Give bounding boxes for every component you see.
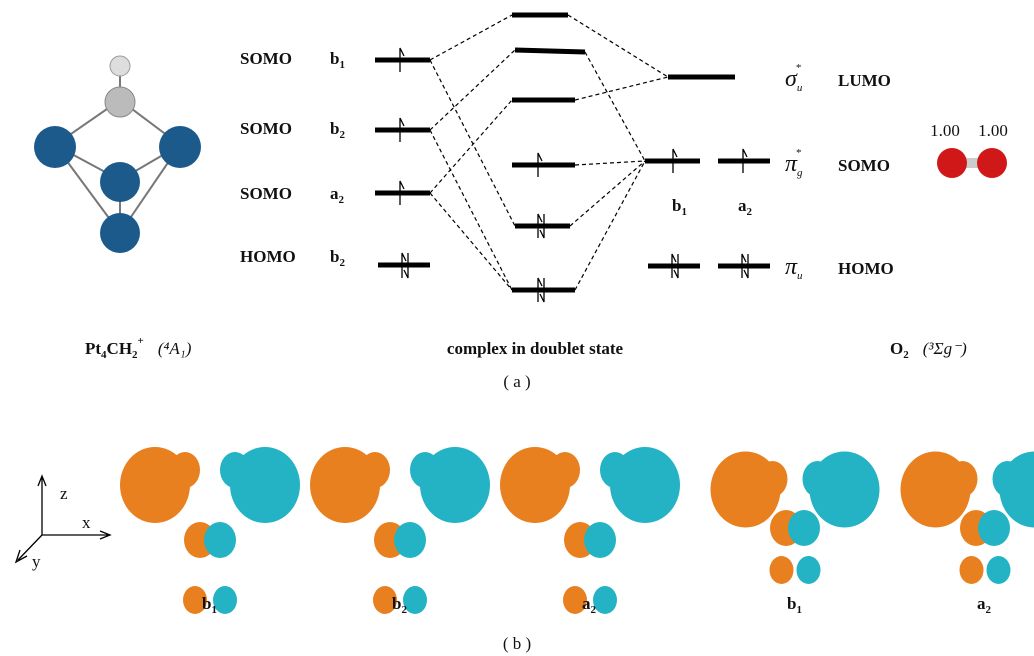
state-label: SOMO bbox=[240, 49, 292, 68]
energy-levels bbox=[375, 15, 770, 290]
spin-density: 1.00 bbox=[978, 121, 1008, 140]
symbol: b bbox=[330, 247, 339, 266]
caption-right: O2(³Σg⁻) bbox=[890, 339, 967, 361]
subscript: g bbox=[797, 167, 803, 179]
orbital-symbol: σu* bbox=[785, 62, 803, 94]
superscript: * bbox=[795, 62, 801, 74]
subscript: 1 bbox=[681, 206, 687, 218]
symmetry-label: b2 bbox=[330, 119, 345, 141]
subscript: 2 bbox=[986, 604, 992, 616]
state-label: HOMO bbox=[240, 247, 296, 266]
orbital-lobe bbox=[204, 522, 236, 558]
panel-label: ( b ) bbox=[503, 634, 531, 653]
symmetry-label: b1 bbox=[330, 49, 345, 71]
subscript: 2 bbox=[401, 604, 407, 616]
subscript: 2 bbox=[747, 206, 753, 218]
superscript: * bbox=[796, 147, 802, 159]
correlation-lines bbox=[430, 15, 668, 290]
orbital-lobe bbox=[600, 452, 630, 488]
symbol: b bbox=[392, 594, 401, 613]
orbital-lobe bbox=[987, 556, 1011, 584]
orbital-lobe bbox=[550, 452, 580, 488]
orbital-label: b1 bbox=[787, 594, 802, 616]
subscript: u bbox=[797, 82, 803, 94]
orbital-lobe bbox=[788, 510, 820, 546]
orbital-lobe bbox=[797, 556, 821, 584]
symbol: b bbox=[202, 594, 211, 613]
orbital-label: a2 bbox=[977, 594, 992, 616]
orbital-lobe bbox=[593, 586, 617, 614]
caption-left: Pt4CH2+(⁴A₁) bbox=[85, 335, 192, 361]
state-label: SOMO bbox=[240, 119, 292, 138]
orbital-symbol: πu bbox=[785, 254, 803, 282]
axes-icon: z x y bbox=[16, 476, 110, 571]
o-atom bbox=[977, 148, 1007, 178]
symbol: b bbox=[330, 49, 339, 68]
caption-middle: complex in doublet state bbox=[447, 339, 624, 358]
figure: SOMOb1SOMOb2SOMOa2HOMOb2 σu*LUMOπg*SOMOπ… bbox=[0, 0, 1034, 656]
subscript: 1 bbox=[796, 604, 802, 616]
subscript: 2 bbox=[591, 604, 597, 616]
state-label: LUMO bbox=[838, 71, 891, 90]
symbol: b bbox=[787, 594, 796, 613]
orbital-lobe bbox=[584, 522, 616, 558]
subscript: 1 bbox=[339, 59, 345, 71]
state-label: SOMO bbox=[240, 184, 292, 203]
orbital-lobe bbox=[770, 556, 794, 584]
panel-label: ( a ) bbox=[503, 372, 530, 391]
symmetry-label: b1 bbox=[672, 196, 687, 218]
orbital-lobe bbox=[803, 461, 833, 497]
orbital-lobe bbox=[360, 452, 390, 488]
orbital-lobe bbox=[978, 510, 1010, 546]
orbital-lobe bbox=[758, 461, 788, 497]
orbital-lobe bbox=[410, 452, 440, 488]
symbol: b bbox=[330, 119, 339, 138]
symmetry-label: a2 bbox=[330, 184, 345, 206]
state-label: SOMO bbox=[838, 156, 890, 175]
o-atom bbox=[937, 148, 967, 178]
orbital-lobe bbox=[948, 461, 978, 497]
orbital-lobe bbox=[960, 556, 984, 584]
spin-density: 1.00 bbox=[930, 121, 960, 140]
axis-label: z bbox=[60, 484, 68, 503]
subscript: u bbox=[797, 270, 803, 282]
symmetry-label: b2 bbox=[330, 247, 345, 269]
subscript: 2 bbox=[339, 129, 345, 141]
orbital-symbol: πg* bbox=[785, 147, 803, 179]
symmetry-label: a2 bbox=[738, 196, 753, 218]
axis-label: x bbox=[82, 513, 91, 532]
state-label: HOMO bbox=[838, 259, 894, 278]
orbital-lobe bbox=[394, 522, 426, 558]
subscript: 1 bbox=[211, 604, 217, 616]
orbital-lobe bbox=[993, 461, 1023, 497]
symbol: b bbox=[672, 196, 681, 215]
orbital-lobe bbox=[170, 452, 200, 488]
axis-label: y bbox=[32, 552, 41, 571]
orbital-lobe bbox=[220, 452, 250, 488]
pt4ch2-molecule bbox=[34, 56, 201, 253]
subscript: 2 bbox=[339, 194, 345, 206]
subscript: 2 bbox=[339, 257, 345, 269]
